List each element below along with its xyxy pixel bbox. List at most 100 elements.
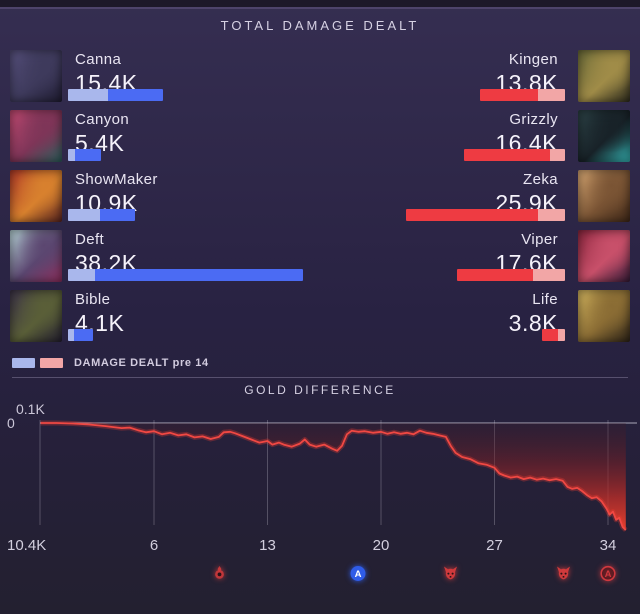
player-name: Viper — [521, 231, 558, 248]
player-info: Viper 17.6K — [318, 230, 565, 282]
player-row-canyon[interactable]: Canyon 5.4K — [10, 110, 322, 162]
pre14-damage-segment — [68, 149, 75, 161]
damage-bar — [480, 89, 565, 101]
player-row-showmaker[interactable]: ShowMaker 10.9K — [10, 170, 322, 222]
player-row-bible[interactable]: Bible 4.1K — [10, 290, 322, 342]
player-name: Kingen — [508, 51, 558, 68]
player-damage-value: 3.8K — [508, 310, 558, 336]
svg-text:A: A — [605, 569, 612, 580]
player-info: Zeka 25.9K — [318, 170, 565, 222]
player-info: Canna 15.4K — [68, 50, 322, 102]
post14-damage-segment — [108, 89, 163, 101]
blue-team-damage-column: Canna 15.4K Canyon 5.4K ShowMaker 10.9K Deft 38… — [10, 50, 322, 350]
pre14-damage-segment — [68, 209, 100, 221]
dragon-icon-red[interactable] — [212, 565, 229, 582]
damage-legend: DAMAGE DEALT pre 14 — [12, 357, 209, 369]
champion-portrait-life — [578, 290, 630, 342]
player-name: Canyon — [75, 111, 130, 128]
post14-damage-segment — [406, 209, 538, 221]
damage-bar — [68, 329, 93, 341]
player-info: Canyon 5.4K — [68, 110, 322, 162]
post14-damage-segment — [542, 329, 558, 341]
red-team-damage-column: Kingen 13.8K Grizzly 16.4K Zeka 25.9K Viper 17.… — [318, 50, 630, 350]
baron-icon-red[interactable] — [556, 565, 573, 582]
player-info: Deft 38.2K — [68, 230, 322, 282]
pre14-damage-segment — [68, 269, 95, 281]
champion-portrait-bible — [10, 290, 62, 342]
atakhan-icon-red[interactable]: A — [600, 565, 617, 582]
post14-damage-segment — [480, 89, 538, 101]
gold-chart-svg[interactable]: 0.1K0 10.4K 6 13 20 27 34 — [0, 400, 640, 614]
x-axis-tick-label: 13 — [259, 537, 276, 554]
champion-portrait-zeka — [578, 170, 630, 222]
player-damage-value: 5.4K — [75, 130, 125, 156]
player-name: Bible — [75, 291, 111, 308]
player-name: Canna — [75, 51, 122, 68]
champion-portrait-grizzly — [578, 110, 630, 162]
damage-bar — [542, 329, 565, 341]
atakhan-icon-blue[interactable]: A — [350, 565, 367, 582]
damage-bar — [406, 209, 565, 221]
player-row-viper[interactable]: Viper 17.6K — [318, 230, 630, 282]
player-name: Life — [532, 291, 558, 308]
player-name: ShowMaker — [75, 171, 158, 188]
damage-bar — [68, 209, 135, 221]
x-axis-tick-label: 34 — [600, 537, 617, 554]
pre14-damage-segment — [533, 269, 565, 281]
damage-bar — [457, 269, 565, 281]
player-row-zeka[interactable]: Zeka 25.9K — [318, 170, 630, 222]
post14-damage-segment — [464, 149, 550, 161]
top-edge-strip — [0, 0, 640, 9]
player-info: Kingen 13.8K — [318, 50, 565, 102]
gold-difference-title: GOLD DIFFERENCE — [244, 383, 396, 397]
y-axis-max-label: 0.1K — [16, 401, 45, 417]
post14-damage-segment — [100, 209, 135, 221]
player-row-canna[interactable]: Canna 15.4K — [10, 50, 322, 102]
pre14-damage-segment — [558, 329, 565, 341]
damage-bar — [68, 149, 101, 161]
x-axis-tick-label: 20 — [373, 537, 390, 554]
total-damage-title: TOTAL DAMAGE DEALT — [220, 18, 420, 33]
player-row-kingen[interactable]: Kingen 13.8K — [318, 50, 630, 102]
red-pre14-swatch — [40, 358, 63, 368]
pre14-damage-segment — [538, 89, 565, 101]
player-info: Life 3.8K — [318, 290, 565, 342]
damage-bar — [68, 269, 303, 281]
post14-damage-segment — [75, 149, 101, 161]
player-name: Zeka — [523, 171, 558, 188]
damage-bar — [68, 89, 163, 101]
player-name: Deft — [75, 231, 105, 248]
baron-icon-red[interactable] — [443, 565, 460, 582]
champion-portrait-kingen — [578, 50, 630, 102]
post14-damage-segment — [74, 329, 93, 341]
player-row-life[interactable]: Life 3.8K — [318, 290, 630, 342]
champion-portrait-canna — [10, 50, 62, 102]
champion-portrait-canyon — [10, 110, 62, 162]
post14-damage-segment — [457, 269, 533, 281]
y-axis-zero-label: 0 — [7, 415, 15, 431]
gold-difference-chart[interactable]: 0.1K 0 10.4K 6 13 20 27 34 A A — [0, 400, 640, 614]
gold-area-fill — [40, 423, 626, 531]
gold-line — [40, 422, 627, 531]
champion-portrait-viper — [578, 230, 630, 282]
svg-text:A: A — [355, 569, 362, 580]
blue-pre14-swatch — [12, 358, 35, 368]
player-damage-value: 4.1K — [75, 310, 125, 336]
player-name: Grizzly — [509, 111, 558, 128]
player-info: Grizzly 16.4K — [318, 110, 565, 162]
player-row-deft[interactable]: Deft 38.2K — [10, 230, 322, 282]
x-axis-tick-label: 6 — [150, 537, 158, 554]
x-axis-tick-label: 27 — [486, 537, 503, 554]
player-row-grizzly[interactable]: Grizzly 16.4K — [318, 110, 630, 162]
y-axis-min-label: 10.4K — [7, 537, 46, 554]
damage-bar — [464, 149, 565, 161]
pre14-damage-segment — [550, 149, 565, 161]
post14-damage-segment — [95, 269, 303, 281]
section-divider — [12, 377, 628, 378]
champion-portrait-showmaker — [10, 170, 62, 222]
champion-portrait-deft — [10, 230, 62, 282]
player-info: ShowMaker 10.9K — [68, 170, 322, 222]
pre14-damage-segment — [68, 89, 108, 101]
pre14-damage-segment — [538, 209, 565, 221]
